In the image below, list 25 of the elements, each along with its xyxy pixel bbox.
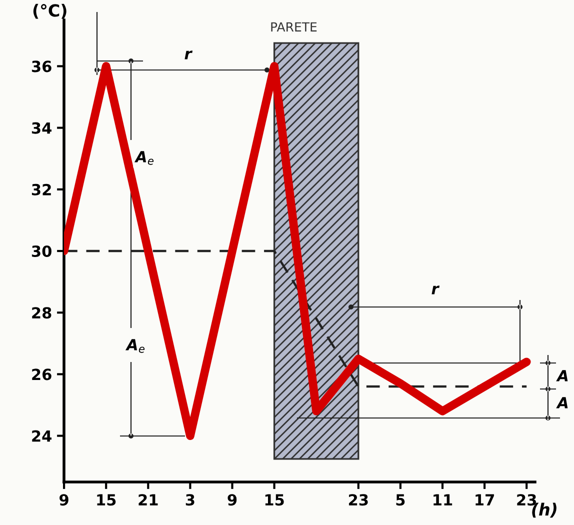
x-tick-label: 23 <box>348 494 368 506</box>
y-axis-title: (°C) <box>33 4 66 19</box>
annotation: PARETE <box>271 22 317 32</box>
x-tick-label: 21 <box>138 494 158 506</box>
text: A <box>556 370 568 382</box>
y-tick-label: 24 <box>32 430 52 442</box>
y-tick-label: 26 <box>32 368 52 380</box>
y-tick-label: 28 <box>32 307 52 319</box>
x-tick-label: 3 <box>186 494 194 506</box>
x-tick-label: 17 <box>476 494 494 506</box>
x-tick-label: 9 <box>228 494 237 506</box>
annotation: r <box>184 50 193 60</box>
text: A <box>556 397 568 408</box>
x-tick-label: 5 <box>396 494 405 506</box>
x-tick-label: 9 <box>60 494 68 506</box>
y-tick-label: 34 <box>32 122 52 134</box>
y-tick-label: 32 <box>32 184 51 196</box>
y-tick-label: 30 <box>32 245 52 258</box>
x-tick-label: 11 <box>434 494 452 506</box>
annotation: A$_{e}$ <box>125 339 145 353</box>
x-tick-label: 15 <box>97 494 116 506</box>
annotation: A$_{e}$ <box>134 151 154 165</box>
annotation: r <box>432 286 440 294</box>
y-tick-label: 36 <box>32 60 52 72</box>
x-tick-label: 15 <box>265 494 284 506</box>
